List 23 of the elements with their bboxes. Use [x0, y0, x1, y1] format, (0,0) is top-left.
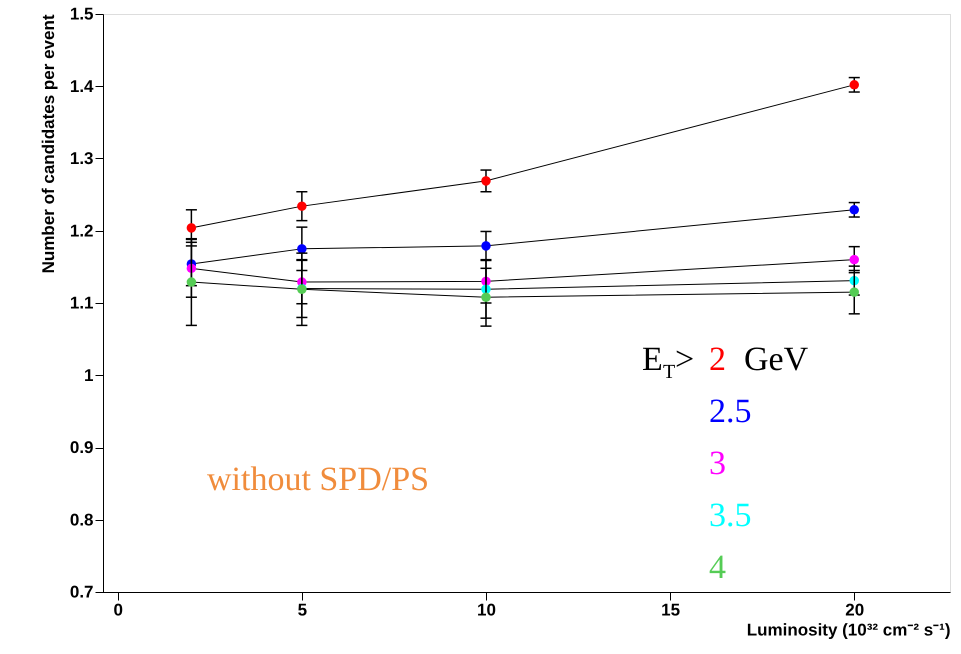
x-tick-label: 20 [845, 600, 864, 620]
y-axis-title: Number of candidates per event [38, 14, 58, 274]
y-tick-label: 1.4 [70, 76, 94, 96]
y-tick-label: 0.7 [70, 582, 94, 602]
y-tick-label: 0.8 [70, 510, 94, 530]
x-tick-label: 0 [113, 600, 123, 620]
y-tick-label: 1 [84, 366, 94, 385]
y-tick-label: 1.1 [70, 294, 94, 312]
y-tick-label: 0.9 [70, 438, 94, 457]
text: 2 [709, 341, 726, 378]
x-tick-label: 10 [477, 600, 496, 620]
x-tick-label: 15 [661, 600, 680, 620]
y-tick-label: 1.3 [70, 149, 94, 168]
text: 3 [709, 445, 726, 482]
text: 4 [709, 549, 726, 586]
y-tick-label: 1.2 [70, 221, 94, 240]
y-tick-label: 1.5 [70, 4, 94, 24]
annotation: GeV [744, 341, 809, 378]
annotation: without SPD/PS [207, 461, 430, 498]
x-tick-label: 5 [298, 600, 308, 620]
x-axis-title: Luminosity (10³² cm⁻² s⁻¹) [746, 620, 950, 640]
text: 3.5 [709, 497, 752, 534]
text: 2.5 [709, 393, 752, 430]
